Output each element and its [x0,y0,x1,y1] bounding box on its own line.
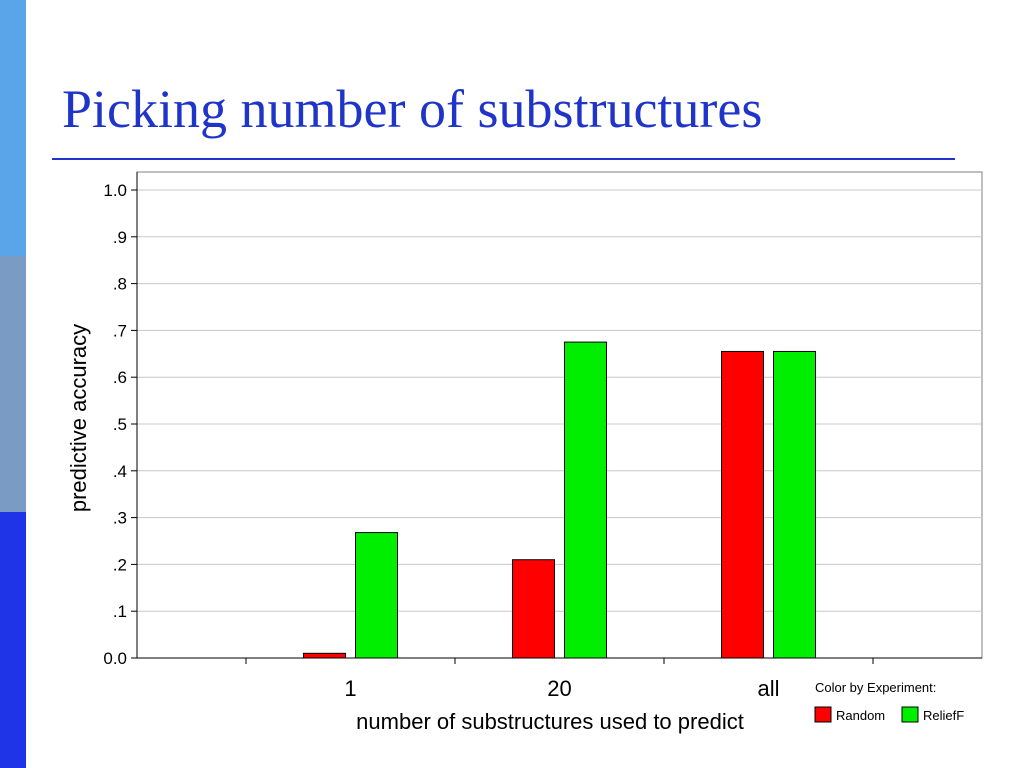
legend-title: Color by Experiment: [815,680,936,695]
y-tick-label: .3 [113,509,127,528]
y-tick-label: .1 [113,602,127,621]
y-tick-label: .2 [113,555,127,574]
y-tick-label: .6 [113,368,127,387]
y-tick-label: .8 [113,275,127,294]
y-tick-label: .5 [113,415,127,434]
side-bar-middle [0,256,26,512]
legend-label-relieff: ReliefF [923,708,964,723]
slide-title: Picking number of substructures [62,79,763,139]
bar-relieff-0 [355,532,398,659]
bar-relieff-1 [564,341,607,659]
legend-swatch-relieff [901,706,919,723]
y-axis-label: predictive accuracy [66,324,91,512]
title-underline [52,158,955,160]
y-tick-label: 1.0 [103,181,127,200]
bar-random-2 [721,350,764,659]
legend-swatch-random [814,706,832,723]
x-axis-label: number of substructures used to predict [356,709,744,734]
y-tick-label: 0.0 [103,649,127,668]
y-tick-label: .9 [113,228,127,247]
side-bar-top [0,0,26,256]
y-tick-label: .4 [113,462,127,481]
bar-relieff-2 [773,350,816,659]
side-bar-bottom [0,512,26,768]
bar-random-1 [512,559,555,659]
x-category-label: all [757,676,779,701]
x-category-label: 20 [547,676,571,701]
y-tick-label: .7 [113,321,127,340]
x-category-label: 1 [344,676,356,701]
legend-label-random: Random [836,708,885,723]
bar-random-0 [303,652,346,659]
plot-frame [136,171,983,659]
